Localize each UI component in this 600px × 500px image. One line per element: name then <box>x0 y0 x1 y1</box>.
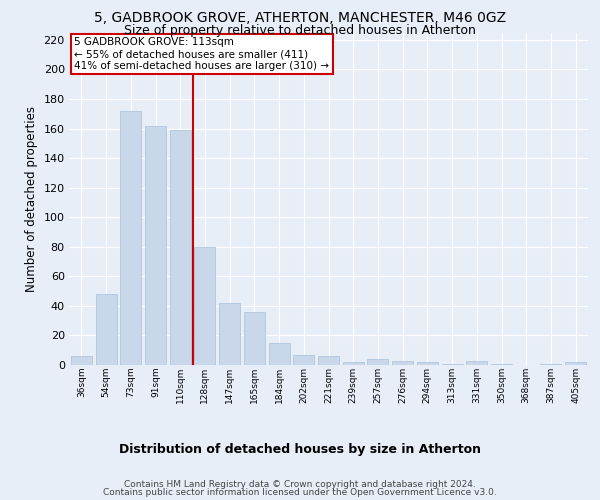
Bar <box>170 130 191 365</box>
Bar <box>145 126 166 365</box>
Text: Contains HM Land Registry data © Crown copyright and database right 2024.: Contains HM Land Registry data © Crown c… <box>124 480 476 489</box>
Bar <box>541 364 562 365</box>
Bar <box>95 294 116 365</box>
Bar <box>417 362 438 365</box>
Bar <box>367 359 388 365</box>
Text: Contains public sector information licensed under the Open Government Licence v3: Contains public sector information licen… <box>103 488 497 497</box>
Y-axis label: Number of detached properties: Number of detached properties <box>25 106 38 292</box>
Bar <box>466 360 487 365</box>
Bar <box>318 356 339 365</box>
Bar <box>244 312 265 365</box>
Bar <box>120 111 141 365</box>
Text: 5 GADBROOK GROVE: 113sqm
← 55% of detached houses are smaller (411)
41% of semi-: 5 GADBROOK GROVE: 113sqm ← 55% of detach… <box>74 38 329 70</box>
Text: Distribution of detached houses by size in Atherton: Distribution of detached houses by size … <box>119 442 481 456</box>
Bar <box>343 362 364 365</box>
Bar <box>269 343 290 365</box>
Text: 5, GADBROOK GROVE, ATHERTON, MANCHESTER, M46 0GZ: 5, GADBROOK GROVE, ATHERTON, MANCHESTER,… <box>94 11 506 25</box>
Bar <box>293 354 314 365</box>
Bar <box>442 364 463 365</box>
Bar <box>219 303 240 365</box>
Bar <box>392 360 413 365</box>
Bar <box>194 247 215 365</box>
Bar <box>491 364 512 365</box>
Bar <box>565 362 586 365</box>
Bar <box>71 356 92 365</box>
Text: Size of property relative to detached houses in Atherton: Size of property relative to detached ho… <box>124 24 476 37</box>
